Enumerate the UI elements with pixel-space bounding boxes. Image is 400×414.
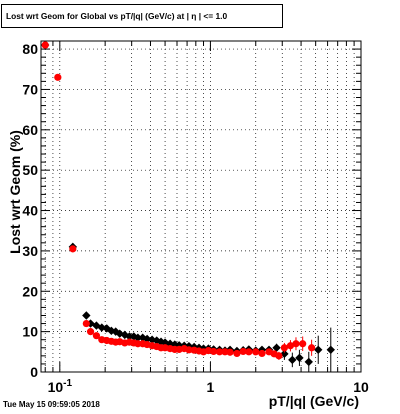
y-tick-label: 0 <box>30 364 38 380</box>
data-point-circle <box>82 319 90 328</box>
y-tick-label: 40 <box>22 203 38 219</box>
grid <box>41 41 361 372</box>
data-point-diamond <box>295 353 304 363</box>
data-point-diamond <box>288 355 297 365</box>
data-point-circle <box>185 346 193 354</box>
x-axis-label: pT/|q| (GeV/c) <box>269 393 359 409</box>
data-point-diamond <box>314 345 323 354</box>
y-tick-label: 30 <box>22 243 38 259</box>
data-point-circle <box>69 245 77 253</box>
data-point-diamond <box>272 343 281 352</box>
data-point-diamond <box>133 333 143 342</box>
data-point-circle <box>54 73 62 81</box>
data-point-diamond <box>147 335 157 344</box>
chart-title-box: Lost wrt Geom for Global vs pT/|q| (GeV/… <box>1 4 283 28</box>
data-point-diamond <box>326 345 335 354</box>
data-point-circle <box>280 344 289 352</box>
y-tick-label: 60 <box>22 122 38 138</box>
data-point-diamond <box>125 332 134 341</box>
series-1 <box>41 41 316 360</box>
y-tick-label: 80 <box>22 41 38 57</box>
data-point-diamond <box>170 340 179 349</box>
series <box>41 40 335 372</box>
data-point-diamond <box>304 357 313 367</box>
data-point-circle <box>41 41 49 49</box>
data-point-diamond <box>165 339 175 348</box>
data-point-circle <box>258 349 266 358</box>
plot-frame <box>40 40 362 373</box>
x-tick-label: 10 <box>353 379 369 395</box>
data-point-circle <box>239 347 247 356</box>
data-point-diamond <box>82 311 91 320</box>
data-point-circle <box>226 348 234 356</box>
timestamp-footer: Tue May 15 09:59:05 2018 <box>3 400 100 409</box>
data-point-circle <box>308 344 316 352</box>
y-tick-label: 20 <box>22 283 38 299</box>
data-point-circle <box>252 348 260 356</box>
data-point-circle <box>299 340 307 348</box>
x-tick-label: 10-1 <box>48 378 73 395</box>
data-point-circle <box>275 352 283 360</box>
data-point-circle <box>286 342 295 350</box>
y-tick-label: 10 <box>22 324 38 340</box>
data-point-circle <box>245 348 253 356</box>
y-axis-label: Lost wrt Geom (%) <box>7 130 23 254</box>
y-tick-label: 50 <box>22 162 38 178</box>
data-point-circle <box>209 347 218 356</box>
chart-title: Lost wrt Geom for Global vs pT/|q| (GeV/… <box>6 11 228 21</box>
x-tick-label: 1 <box>207 379 215 395</box>
data-point-circle <box>233 349 241 358</box>
data-point-circle <box>92 332 101 340</box>
axes: 0 10 20 30 40 50 60 70 80 10-1 1 10 <box>22 40 369 395</box>
data-point-circle <box>215 348 224 356</box>
data-point-circle <box>292 340 300 348</box>
y-tick-label: 70 <box>22 81 38 97</box>
data-point-circle <box>86 328 95 336</box>
